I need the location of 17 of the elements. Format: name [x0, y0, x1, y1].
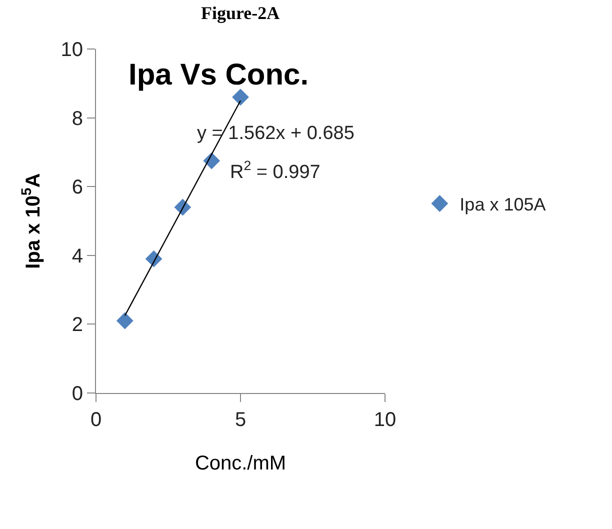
chart-title: Ipa Vs Conc. — [128, 58, 309, 92]
y-tick-label: 10 — [60, 39, 83, 61]
annotation: y = 1.562x + 0.685 — [197, 123, 354, 144]
x-tick-label: 0 — [90, 409, 102, 431]
point — [116, 312, 134, 330]
y-tick-label: 2 — [72, 314, 83, 336]
y-tick-label: 6 — [72, 176, 83, 199]
text: Figure-2A — [201, 3, 280, 23]
y-tick-label: 0 — [72, 383, 83, 405]
x-tick-label: 5 — [234, 409, 246, 431]
point — [232, 88, 249, 106]
x-tick-label: 10 — [374, 409, 396, 431]
x-axis-title: Conc./mM — [194, 452, 286, 474]
y-tick-label: 4 — [72, 245, 83, 268]
annotation: R$^{2}$ = 0.997 — [230, 158, 320, 183]
legend-label: Ipa x 105A — [460, 194, 546, 215]
y-tick-label: 8 — [72, 108, 83, 130]
